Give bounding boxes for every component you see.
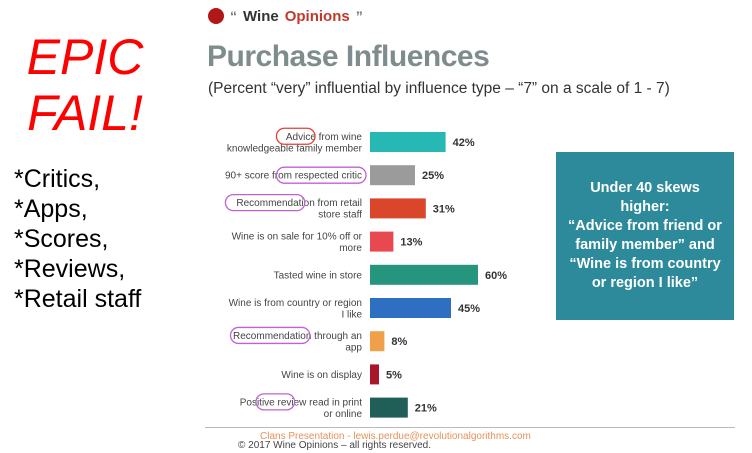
bar-4 [370,231,394,252]
callout-line: family member” and [575,237,715,253]
category-label-3: store staff [318,210,362,221]
category-label-7: app [345,342,362,353]
category-label-7: Recommendation through an [233,331,362,342]
brand-quote-close: ” [355,8,363,24]
category-label-9: or online [324,409,363,420]
category-label-4: more [339,243,362,254]
chart-subtitle: (Percent “very” influential by influence… [208,80,670,97]
category-label-6: I like [341,309,362,320]
fail-heading: FAIL! [27,85,143,141]
chart-title: Purchase Influences [207,40,490,73]
callout-line: higher: [620,199,670,215]
side-list-item-reviews: *Reviews, [14,255,126,283]
side-list-item-scores: *Scores, [14,225,109,253]
epic-heading: EPIC [26,29,144,85]
bar-3 [370,198,426,219]
highlight-circle-1 [275,127,316,145]
category-label-1: Advice from wine [286,132,363,143]
side-list-item-critics: *Critics, [14,165,101,193]
highlight-circle-5 [255,393,296,411]
footer-divider [205,427,735,428]
value-label-8: 5% [386,369,402,381]
bar-9 [370,397,408,418]
footer-presenter: Clans Presentation - lewis.perdue@revolu… [260,431,531,442]
value-label-9: 21% [415,403,437,415]
bar-5 [370,264,478,285]
value-label-7: 8% [391,336,407,348]
category-label-1: knowledgeable family member [227,143,363,154]
value-label-6: 45% [458,303,480,315]
value-label-3: 31% [433,203,455,215]
category-label-2: 90+ score from respected critic [225,171,362,182]
bar-2 [370,165,415,186]
wine-glass-icon [208,8,224,24]
category-label-4: Wine is on sale for 10% off or [232,231,363,242]
brand-logo: “ Wine Opinions ” [208,7,363,25]
footer-copyright: © 2017 Wine Opinions – all rights reserv… [238,440,432,451]
value-label-4: 13% [400,237,422,249]
value-label-5: 60% [485,270,507,282]
category-label-8: Wine is on display [281,370,362,381]
side-list-item-retail-staff: *Retail staff [14,285,142,313]
value-label-2: 25% [422,170,444,182]
bar-6 [370,298,451,318]
highlight-circle-4 [229,326,311,345]
callout-line: Under 40 skews [590,180,700,196]
bar-7 [370,331,385,352]
highlight-circle-2 [275,166,367,184]
brand-name-part2: Opinions [284,7,350,25]
value-label-1: 42% [453,137,475,149]
callout-line: “Advice from friend or [568,218,722,234]
category-label-5: Tasted wine in store [274,270,363,281]
highlight-circle-3 [224,193,306,212]
bar-1 [370,132,446,152]
brand-name-part1: Wine [243,7,279,25]
category-label-3: Recommendation from retail [236,198,362,209]
callout-box: Under 40 skews higher: “Advice from frie… [556,152,734,320]
brand-quote-open: “ [230,8,237,24]
side-list-item-apps: *Apps, [14,195,88,223]
category-label-9: Positive review read in print [240,397,362,408]
side-list: *Critics, *Apps, *Scores, *Reviews, *Ret… [14,164,141,314]
category-label-6: Wine is from country or region [229,298,362,309]
callout-line: or region I like” [591,275,699,291]
callout-line: “Wine is from country [569,256,721,272]
bar-8 [370,364,379,385]
